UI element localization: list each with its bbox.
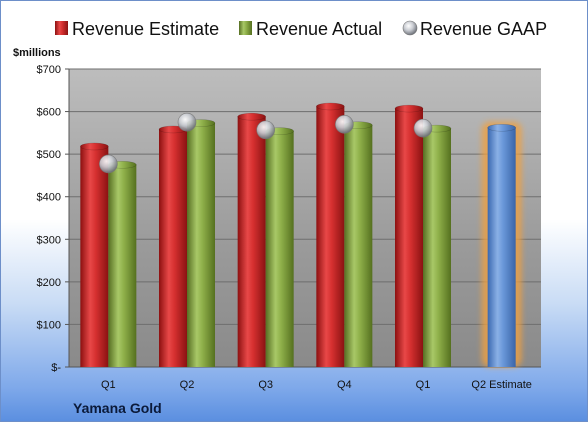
- bar-revenue-estimate-body: [316, 106, 345, 367]
- x-tick-label: Q2: [180, 379, 195, 391]
- y-tick-label: $-: [51, 362, 61, 374]
- x-tick-label: Q1: [416, 379, 431, 391]
- bar-revenue-estimate-cap: [237, 112, 266, 121]
- bar-revenue-actual: [422, 124, 452, 367]
- x-tick-label: Q2 Estimate: [471, 379, 532, 391]
- y-tick-label: $400: [37, 192, 61, 204]
- bar-revenue-estimate-cap: [394, 104, 424, 113]
- bar-revenue-estimate: [158, 125, 188, 367]
- bar-q2-estimate-body: [487, 127, 516, 368]
- marker-revenue-gaap: [413, 118, 433, 138]
- legend-item: Revenue Estimate: [55, 19, 219, 39]
- y-tick-label: $300: [37, 234, 61, 246]
- bar-revenue-estimate-body: [395, 108, 423, 367]
- bar-revenue-actual: [108, 161, 137, 367]
- bar-revenue-estimate-cap: [80, 142, 109, 151]
- legend-swatch: [239, 21, 252, 35]
- y-tick-label: $700: [37, 64, 61, 76]
- y-axis-label: $millions: [13, 47, 61, 59]
- bar-revenue-estimate-body: [237, 116, 266, 368]
- bar-revenue-actual: [186, 119, 216, 368]
- x-tick-label: Q1: [101, 379, 116, 391]
- bar-revenue-actual-body: [187, 123, 215, 368]
- legend-swatch: [55, 21, 68, 35]
- bar-revenue-actual-body: [108, 164, 137, 367]
- legend-label: Revenue Actual: [256, 19, 382, 39]
- bar-revenue-actual: [344, 121, 373, 368]
- bar-q2-estimate: [487, 123, 516, 368]
- legend-item: Revenue Actual: [239, 19, 382, 39]
- bar-revenue-actual: [265, 127, 294, 367]
- bar-revenue-estimate-cap: [316, 102, 345, 111]
- legend-label: Revenue GAAP: [420, 19, 547, 39]
- legend-label: Revenue Estimate: [72, 19, 219, 39]
- company-name: Yamana Gold: [73, 400, 162, 416]
- bar-revenue-estimate-body: [80, 146, 109, 367]
- bar-revenue-estimate-body: [159, 129, 187, 367]
- bar-revenue-actual-body: [265, 131, 294, 367]
- bar-q2-estimate-cap: [487, 123, 516, 132]
- x-tick-label: Q4: [337, 379, 352, 391]
- bar-revenue-estimate: [80, 142, 109, 367]
- legend-item: Revenue GAAP: [402, 19, 547, 39]
- x-tick-label: Q3: [258, 379, 273, 391]
- bar-revenue-estimate: [237, 112, 266, 368]
- legend-swatch: [402, 20, 418, 36]
- bar-revenue-estimate: [316, 102, 345, 367]
- y-tick-label: $100: [37, 319, 61, 331]
- y-tick-label: $200: [37, 277, 61, 289]
- y-tick-label: $500: [37, 149, 61, 161]
- marker-revenue-gaap: [99, 154, 118, 174]
- y-tick-label: $600: [37, 107, 61, 119]
- bar-revenue-actual-body: [344, 125, 373, 368]
- marker-revenue-gaap: [256, 120, 275, 140]
- bar-revenue-estimate: [394, 104, 424, 367]
- plot-area: [69, 69, 541, 367]
- bar-revenue-actual-body: [423, 128, 451, 367]
- marker-revenue-gaap: [335, 115, 354, 134]
- marker-revenue-gaap: [177, 112, 197, 132]
